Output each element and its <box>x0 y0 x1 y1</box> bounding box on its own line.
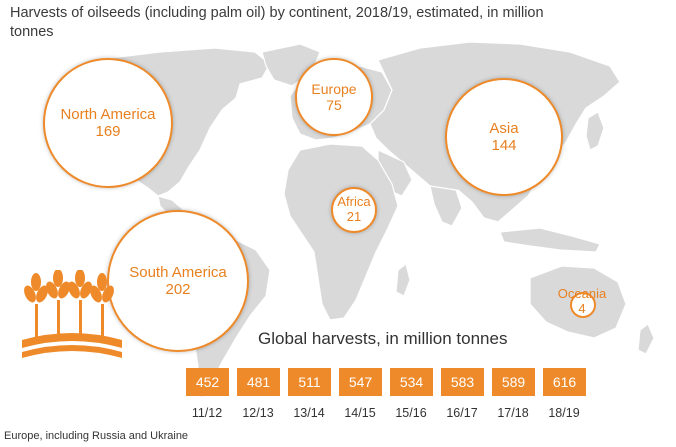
harvest-value-box: 481 <box>237 368 280 396</box>
bubble-south-america: South America 202 <box>107 210 249 352</box>
bubble-asia: Asia 144 <box>445 78 563 196</box>
bubble-africa: Africa 21 <box>331 187 377 233</box>
bubble-value: 75 <box>326 97 342 113</box>
chart-title: Harvests of oilseeds (including palm oil… <box>10 5 544 40</box>
land-africa <box>283 143 399 321</box>
harvest-value-box: 583 <box>441 368 484 396</box>
bubble-label: Africa <box>337 194 371 210</box>
harvest-value-box: 589 <box>492 368 535 396</box>
harvest-value-box: 452 <box>186 368 229 396</box>
harvest-value-box: 511 <box>288 368 331 396</box>
wheat-ears-icon <box>22 270 122 358</box>
harvest-year-label: 18/19 <box>548 406 580 420</box>
harvest-year-label: 17/18 <box>497 406 529 420</box>
bubble-value: 21 <box>346 209 362 224</box>
bubble-value: 4 <box>578 301 586 316</box>
bubble-label: South America <box>129 263 227 281</box>
harvest-value-box: 547 <box>339 368 382 396</box>
oceania-marker <box>570 292 596 318</box>
bubble-value: 144 <box>491 137 517 154</box>
global-harvests-title: Global harvests, in million tonnes <box>258 329 508 348</box>
bubble-label: North America <box>60 105 156 123</box>
bubble-europe: Europe 75 <box>295 58 373 136</box>
harvest-year-label: 13/14 <box>293 406 325 420</box>
harvest-value-box: 534 <box>390 368 433 396</box>
land-madagascar <box>395 263 411 297</box>
land-india <box>429 185 463 227</box>
land-indonesia <box>499 227 601 253</box>
harvest-year-label: 16/17 <box>446 406 478 420</box>
bubble-value: 202 <box>165 281 191 298</box>
harvest-year-label: 14/15 <box>344 406 376 420</box>
harvest-year-label: 15/16 <box>395 406 427 420</box>
bubble-label: Asia <box>489 119 519 137</box>
bubble-oceania: Oceania 4 <box>547 282 617 322</box>
harvest-value-box: 616 <box>543 368 586 396</box>
bubble-value: 169 <box>95 123 121 140</box>
footnote: Europe, including Russia and Ukraine <box>4 430 189 442</box>
bubble-label: Oceania <box>557 286 607 302</box>
land-japan <box>585 111 605 151</box>
harvest-year-label: 11/12 <box>191 406 223 420</box>
bubble-north-america: North America 169 <box>43 58 173 188</box>
land-new-zealand <box>637 323 655 355</box>
harvest-year-label: 12/13 <box>242 406 274 420</box>
bubble-label: Europe <box>311 80 357 97</box>
